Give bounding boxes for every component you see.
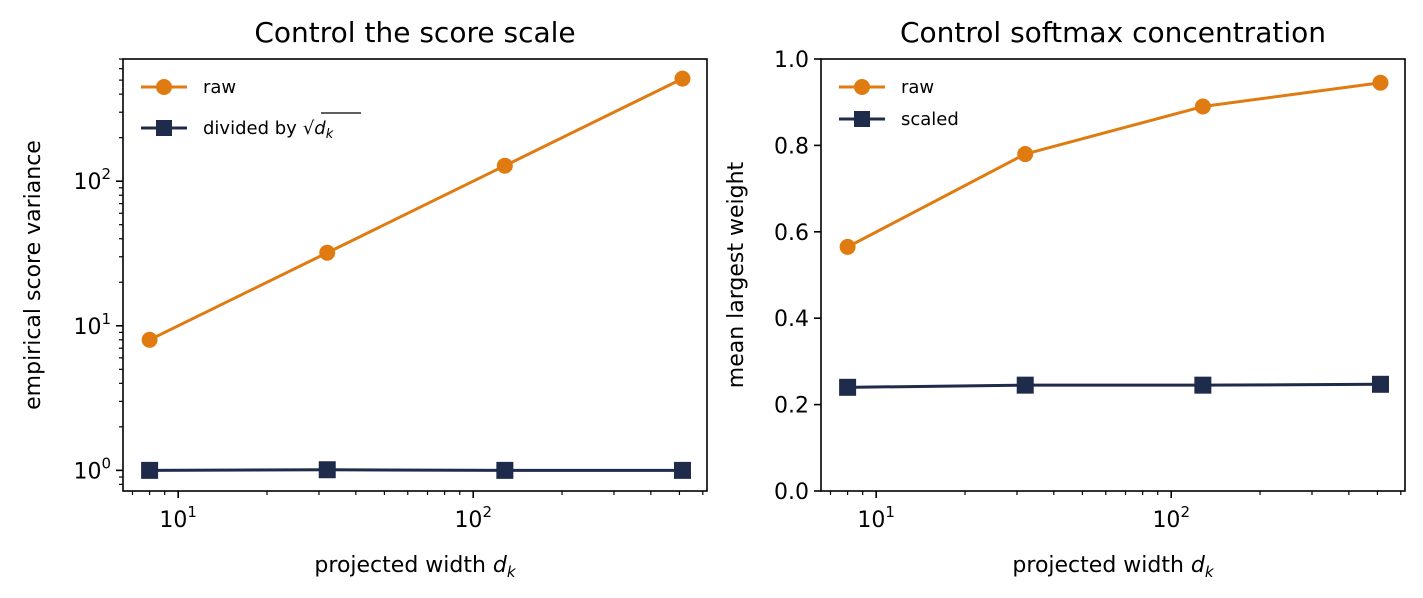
legend-label-scaled: scaled [901,109,959,130]
data-point [674,70,691,87]
data-point [1371,375,1389,393]
y-tick-label: 0.0 [774,480,809,505]
plot-area: 101 102 0.0 0.2 0.4 0.6 0.8 1.0 [774,48,1402,533]
x-tick-label: 102 [454,503,492,533]
y-tick-label: 0.8 [774,134,809,159]
legend-entry-raw: raw [839,77,934,98]
data-point [673,461,691,479]
data-point [496,461,514,479]
x-tick-label: 102 [1152,503,1190,533]
legend: raw divided by √dk [141,77,361,142]
legend: raw scaled [839,77,959,130]
x-tick-label: 101 [857,503,895,533]
series-line-raw [846,81,1381,249]
y-tick-label: 100 [73,454,111,484]
legend-label-divided: divided by √dk [203,118,334,142]
data-point [319,244,336,261]
chart-score-scale: Control the score scale empirical score … [21,16,708,581]
data-point [318,461,336,479]
data-point [496,157,513,174]
y-axis-label: empirical score variance [21,140,46,410]
data-point [839,378,857,396]
y-axis-label: mean largest weight [724,161,749,388]
legend-entry-divided: divided by √dk [141,112,361,142]
x-tick-label: 101 [159,503,197,533]
legend-label-raw: raw [203,77,236,98]
series-line-scaled [847,382,1381,389]
y-tick-label: 1.0 [774,48,809,73]
data-point [1372,74,1389,91]
data-point [1194,376,1212,394]
data-point [141,461,159,479]
chart-title: Control softmax concentration [900,16,1326,49]
series-line-raw [148,77,684,342]
axes-frame [122,58,708,492]
data-point [839,238,856,255]
data-point [1194,98,1211,115]
legend-entry-raw: raw [141,77,236,98]
axes-frame [820,58,1406,492]
data-point [141,331,158,348]
chart-title: Control the score scale [254,16,575,49]
y-tick-label: 0.4 [774,307,809,332]
y-tick-label: 101 [73,310,111,340]
chart-softmax-concentration: Control softmax concentration mean large… [724,16,1406,581]
y-tick-label: 0.6 [774,221,809,246]
x-axis-label: projected width dk [1012,553,1214,581]
legend-entry-scaled: scaled [839,109,959,130]
data-point [1017,146,1034,163]
x-axis-label: projected width dk [314,553,516,581]
series-line-scaled [149,468,683,472]
y-tick-label: 102 [73,165,111,195]
legend-label-raw: raw [901,77,934,98]
y-tick-label: 0.2 [774,394,809,419]
plot-area: 101 102 100 101 102 [73,58,704,533]
data-point [1016,376,1034,394]
